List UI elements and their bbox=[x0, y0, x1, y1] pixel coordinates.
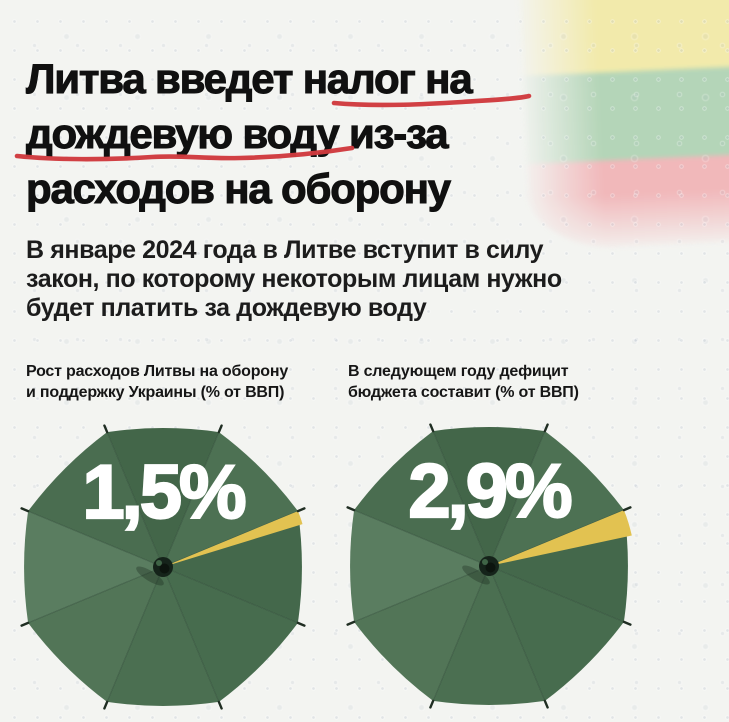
ferrule-shadow bbox=[136, 566, 164, 586]
umbrella-canopy bbox=[24, 428, 302, 706]
rib-tips bbox=[346, 423, 632, 709]
share-wedge bbox=[163, 511, 303, 567]
umbrella-top-view bbox=[346, 423, 632, 709]
chart-title-left-line-1: Рост расходов Литвы на оборону bbox=[26, 363, 289, 380]
headline-line-1: Литва введет налог на bbox=[26, 55, 474, 103]
rib-tips bbox=[20, 424, 306, 710]
canopy-seams bbox=[27, 431, 299, 703]
subtitle-line-1: В январе 2024 года в Литве вступит в сил… bbox=[26, 236, 544, 264]
flag-fade-overlay bbox=[518, 0, 729, 251]
subtitle-line-3: будет платить за дождевую воду bbox=[26, 294, 427, 322]
share-wedge bbox=[489, 510, 632, 566]
subtitle-line-2: закон, по которому некоторым лицам нужно bbox=[26, 265, 562, 293]
umbrella-chart-budget-deficit: 2,9% bbox=[339, 416, 639, 716]
headline-line-2: дождевую воду из-за bbox=[26, 110, 450, 158]
ferrule-highlight bbox=[482, 559, 488, 565]
ferrule-center bbox=[485, 562, 496, 573]
chart-title-budget-deficit: В следующем году дефицит бюджета состави… bbox=[348, 361, 648, 403]
chart-title-left-line-2: и поддержку Украины (% от ВВП) bbox=[26, 384, 285, 401]
canopy-seams bbox=[353, 430, 625, 702]
chart-title-right-line-1: В следующем году дефицит bbox=[348, 363, 569, 380]
ferrule-highlight bbox=[156, 560, 162, 566]
headline: Литва введет налог на дождевую воду из-з… bbox=[26, 51, 474, 216]
chart-title-defense-spending: Рост расходов Литвы на оборону и поддерж… bbox=[26, 361, 341, 403]
value-label-deficit: 2,9% bbox=[407, 449, 573, 534]
ferrule-center bbox=[159, 563, 170, 574]
lithuania-flag bbox=[518, 0, 729, 251]
umbrella-top-view bbox=[20, 424, 306, 710]
ferrule-shadow bbox=[462, 565, 490, 585]
chart-title-right-line-2: бюджета составит (% от ВВП) bbox=[348, 384, 579, 401]
umbrella-chart-defense-spending: 1,5% bbox=[13, 417, 313, 717]
umbrella-canopy bbox=[350, 427, 628, 705]
value-label-defense: 1,5% bbox=[81, 450, 247, 535]
subtitle: В январе 2024 года в Литве вступит в сил… bbox=[26, 236, 562, 323]
headline-line-3: расходов на оборону bbox=[26, 165, 452, 213]
